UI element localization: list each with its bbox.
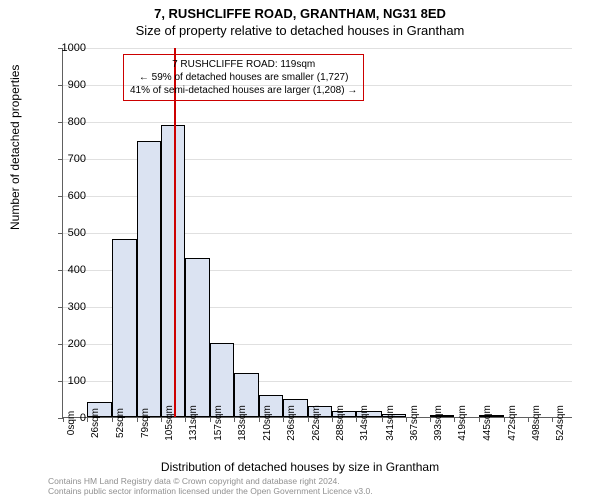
- gridline: [63, 48, 572, 49]
- property-marker-line: [174, 48, 176, 417]
- chart-title-main: 7, RUSHCLIFFE ROAD, GRANTHAM, NG31 8ED: [0, 0, 600, 21]
- xtick-mark: [454, 417, 455, 422]
- ytick-label: 600: [46, 190, 86, 202]
- xtick-label: 524sqm: [555, 405, 566, 441]
- x-axis-label: Distribution of detached houses by size …: [0, 460, 600, 474]
- xtick-label: 314sqm: [359, 405, 370, 441]
- xtick-mark: [356, 417, 357, 422]
- footer-line-1: Contains HM Land Registry data © Crown c…: [48, 476, 373, 486]
- xtick-label: 393sqm: [433, 405, 444, 441]
- xtick-label: 210sqm: [262, 405, 273, 441]
- xtick-mark: [283, 417, 284, 422]
- xtick-label: 52sqm: [115, 408, 126, 438]
- ytick-label: 200: [46, 338, 86, 350]
- xtick-mark: [528, 417, 529, 422]
- ytick-label: 300: [46, 301, 86, 313]
- xtick-label: 419sqm: [457, 405, 468, 441]
- xtick-mark: [161, 417, 162, 422]
- xtick-label: 183sqm: [237, 405, 248, 441]
- chart-container: 7, RUSHCLIFFE ROAD, GRANTHAM, NG31 8ED S…: [0, 0, 600, 500]
- xtick-mark: [87, 417, 88, 422]
- xtick-mark: [504, 417, 505, 422]
- xtick-mark: [308, 417, 309, 422]
- xtick-label: 498sqm: [531, 405, 542, 441]
- xtick-label: 26sqm: [90, 408, 101, 438]
- annotation-line: 41% of semi-detached houses are larger (…: [130, 84, 357, 97]
- histogram-bar: [112, 239, 137, 417]
- annotation-line: 7 RUSHCLIFFE ROAD: 119sqm: [130, 58, 357, 71]
- xtick-mark: [332, 417, 333, 422]
- xtick-label: 288sqm: [335, 405, 346, 441]
- xtick-mark: [382, 417, 383, 422]
- annotation-line: ← 59% of detached houses are smaller (1,…: [130, 71, 357, 84]
- chart-title-sub: Size of property relative to detached ho…: [0, 23, 600, 38]
- ytick-label: 100: [46, 375, 86, 387]
- xtick-label: 236sqm: [286, 405, 297, 441]
- histogram-bar: [137, 141, 161, 417]
- xtick-label: 472sqm: [507, 405, 518, 441]
- xtick-mark: [185, 417, 186, 422]
- xtick-mark: [112, 417, 113, 422]
- xtick-mark: [552, 417, 553, 422]
- plot-area: 0sqm26sqm52sqm79sqm105sqm131sqm157sqm183…: [62, 48, 572, 418]
- xtick-label: 341sqm: [385, 405, 396, 441]
- xtick-mark: [406, 417, 407, 422]
- ytick-label: 900: [46, 79, 86, 91]
- xtick-mark: [137, 417, 138, 422]
- xtick-mark: [479, 417, 480, 422]
- xtick-mark: [210, 417, 211, 422]
- annotation-box: 7 RUSHCLIFFE ROAD: 119sqm← 59% of detach…: [123, 54, 364, 101]
- footer-text: Contains HM Land Registry data © Crown c…: [48, 476, 373, 496]
- xtick-label: 367sqm: [409, 405, 420, 441]
- xtick-label: 445sqm: [482, 405, 493, 441]
- histogram-bar: [185, 258, 209, 417]
- xtick-mark: [234, 417, 235, 422]
- xtick-mark: [430, 417, 431, 422]
- ytick-label: 700: [46, 153, 86, 165]
- xtick-label: 262sqm: [311, 405, 322, 441]
- xtick-label: 131sqm: [188, 405, 199, 441]
- ytick-label: 800: [46, 116, 86, 128]
- footer-line-2: Contains public sector information licen…: [48, 486, 373, 496]
- xtick-mark: [259, 417, 260, 422]
- xtick-label: 79sqm: [140, 408, 151, 438]
- ytick-label: 1000: [46, 42, 86, 54]
- xtick-label: 157sqm: [213, 405, 224, 441]
- ytick-label: 500: [46, 227, 86, 239]
- gridline: [63, 122, 572, 123]
- ytick-label: 400: [46, 264, 86, 276]
- y-axis-label: Number of detached properties: [8, 65, 22, 230]
- ytick-label: 0: [46, 412, 86, 424]
